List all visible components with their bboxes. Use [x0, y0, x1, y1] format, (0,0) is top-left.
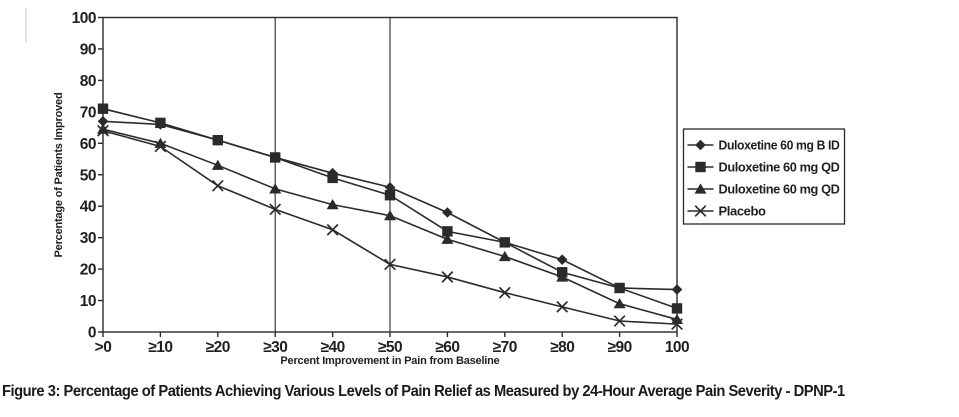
square-marker [695, 161, 706, 173]
x-marker [97, 124, 109, 137]
diamond-marker [384, 182, 396, 193]
y-tick-label: 20 [80, 262, 96, 279]
triangle-marker [498, 250, 511, 262]
y-tick-label: 30 [80, 230, 96, 247]
square-marker [327, 172, 338, 184]
x-marker [441, 271, 454, 283]
y-tick-label: 80 [80, 73, 96, 90]
triangle-marker [556, 271, 569, 282]
square-marker [97, 103, 109, 114]
y-tick-label: 100 [72, 10, 96, 27]
x-marker [384, 258, 396, 271]
triangle-marker [613, 298, 626, 309]
square-marker [442, 226, 453, 237]
y-tick-label: 0 [88, 325, 96, 342]
square-marker [671, 303, 683, 314]
y-tick-label: 50 [80, 167, 96, 184]
triangle-marker [326, 199, 339, 210]
x-marker [556, 300, 569, 313]
triangle-marker [384, 210, 396, 221]
diamond-marker [442, 207, 453, 218]
x-marker [671, 318, 683, 331]
x-marker [613, 315, 626, 327]
x-tick-label: ≥50 [378, 339, 402, 356]
x-tick-label: >0 [95, 339, 112, 356]
square-marker [384, 189, 396, 201]
x-marker [154, 140, 167, 153]
x-tick-label: ≥90 [607, 339, 631, 356]
x-tick-label: ≥10 [148, 339, 172, 356]
x-tick-label: ≥20 [206, 339, 230, 356]
triangle-marker [441, 233, 454, 244]
square-marker [155, 117, 166, 129]
x-marker [269, 203, 282, 216]
triangle-marker [269, 183, 282, 194]
square-marker [212, 134, 223, 146]
x-tick-label: 100 [665, 339, 689, 356]
square-marker [499, 237, 510, 248]
x-marker [326, 223, 339, 236]
legend-label: Duloxetine 60 mg B ID [719, 138, 840, 153]
legend-label: Placebo [719, 204, 767, 219]
triangle-marker [211, 159, 224, 170]
x-marker [498, 286, 511, 299]
diamond-marker [695, 139, 706, 151]
y-tick-label: 90 [80, 41, 96, 58]
x-marker [211, 179, 224, 192]
pain-relief-line-chart: 0 10 20 30 40 50 60 70 80 90 100 >0 ≥10 ≥20 ≥30 ≥40 ≥50 ≥… [25, 8, 846, 367]
x-tick-label: ≥30 [263, 339, 287, 356]
diamond-marker [97, 115, 109, 127]
x-marker [694, 205, 707, 217]
legend-label: Duloxetine 60 mg QD [719, 160, 840, 175]
legend-label: Duloxetine 60 mg QD [719, 182, 840, 197]
y-tick-label: 60 [80, 136, 96, 153]
square-marker [270, 152, 281, 163]
square-marker [614, 282, 625, 294]
y-tick-label: 10 [80, 293, 96, 310]
triangle-marker [694, 183, 707, 194]
x-tick-label: ≥70 [493, 339, 517, 356]
x-axis-title: Percent Improvement in Pain from Baselin… [280, 355, 499, 367]
y-tick-label: 40 [80, 199, 96, 216]
x-tick-label: ≥40 [320, 339, 344, 356]
diamond-marker [556, 254, 568, 265]
y-axis-title: Percentage of Patients Improved [53, 93, 65, 258]
diamond-marker [671, 284, 683, 295]
y-tick-label: 70 [80, 104, 96, 121]
x-tick-label: ≥60 [435, 339, 459, 356]
figure-caption: Figure 3: Percentage of Patients Achievi… [2, 383, 845, 400]
x-tick-label: ≥80 [550, 339, 574, 356]
